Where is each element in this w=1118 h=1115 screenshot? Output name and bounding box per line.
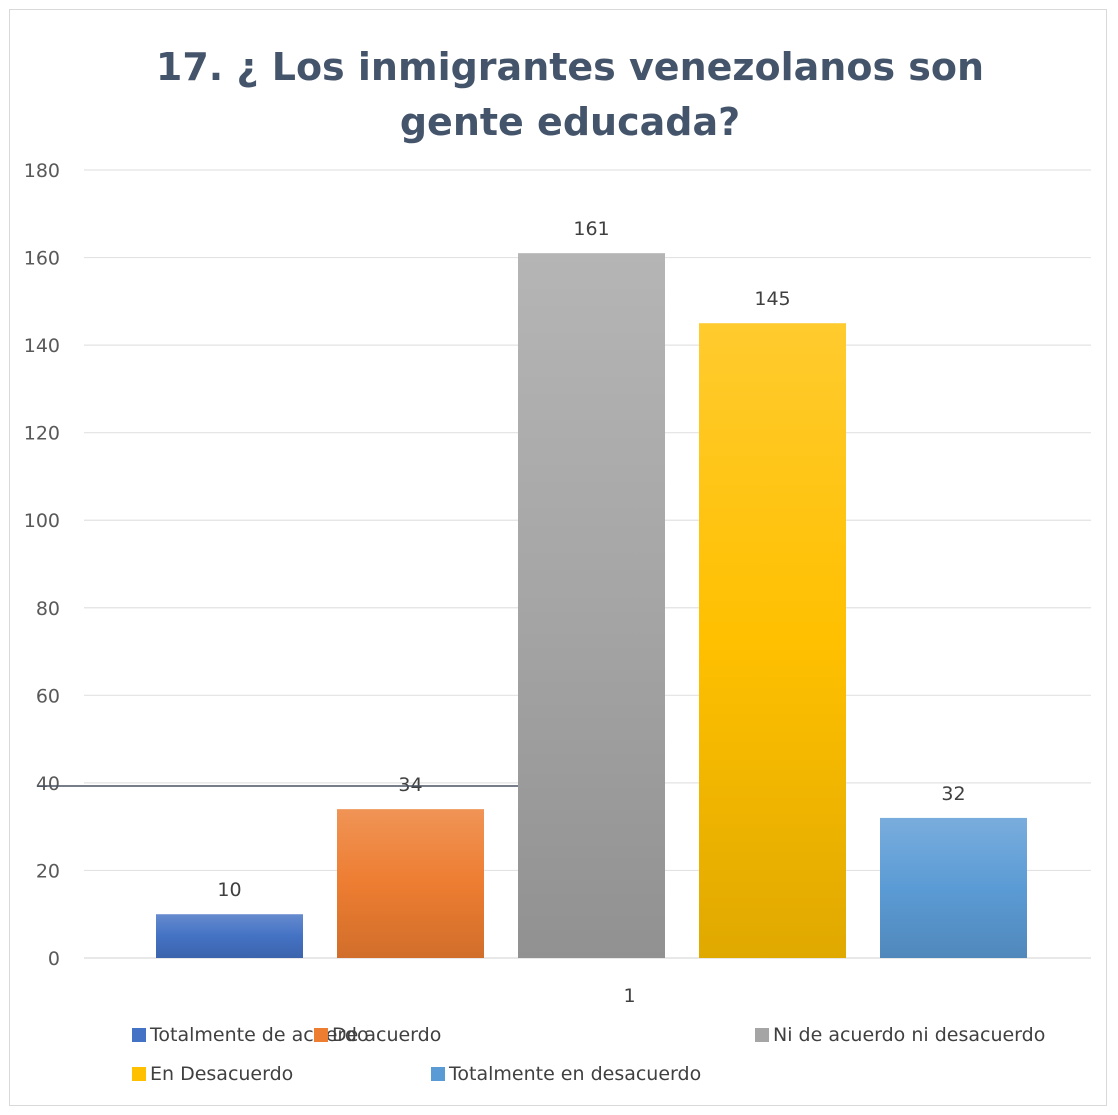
- y-tick-label: 120: [24, 423, 60, 445]
- bar-3: [518, 253, 665, 958]
- data-label: 145: [754, 288, 790, 310]
- y-tick-label: 60: [36, 685, 60, 707]
- y-tick-label: 100: [24, 510, 60, 532]
- legend-item: De acuerdo: [314, 1024, 441, 1046]
- y-tick-label: 20: [36, 860, 60, 882]
- legend-item: Ni de acuerdo ni desacuerdo: [755, 1024, 1045, 1046]
- data-label: 161: [573, 218, 609, 240]
- legend-swatch: [431, 1067, 445, 1081]
- bar-2: [337, 809, 484, 958]
- legend-swatch: [314, 1028, 328, 1042]
- legend-swatch: [132, 1067, 146, 1081]
- legend-label: Totalmente de acuerdo: [150, 1024, 369, 1046]
- chart-title: 17. ¿ Los inmigrantes venezolanos son ge…: [155, 45, 985, 144]
- legend-label: Totalmente en desacuerdo: [449, 1063, 702, 1085]
- bar-5: [880, 817, 1027, 958]
- data-label: 34: [398, 774, 422, 796]
- data-label: 32: [941, 783, 965, 805]
- y-tick-label: 0: [48, 948, 60, 970]
- bar-1: [156, 914, 303, 958]
- y-tick-label: 80: [36, 598, 60, 620]
- y-tick-label: 160: [24, 248, 60, 270]
- legend-label: De acuerdo: [332, 1024, 442, 1046]
- legend-item: Totalmente en desacuerdo: [431, 1063, 701, 1085]
- x-tick-label: 1: [623, 985, 635, 1007]
- legend-label: En Desacuerdo: [150, 1063, 294, 1085]
- data-label: 10: [217, 879, 241, 901]
- legend-item: En Desacuerdo: [132, 1063, 293, 1085]
- legend-item: Totalmente de acuerdo: [132, 1024, 369, 1046]
- legend-label: Ni de acuerdo ni desacuerdo: [773, 1024, 1046, 1046]
- bar-4: [699, 323, 846, 958]
- y-tick-label: 140: [24, 335, 60, 357]
- legend-swatch: [755, 1028, 769, 1042]
- legend-swatch: [132, 1028, 146, 1042]
- y-tick-label: 180: [24, 160, 60, 182]
- y-tick-label: 40: [36, 773, 60, 795]
